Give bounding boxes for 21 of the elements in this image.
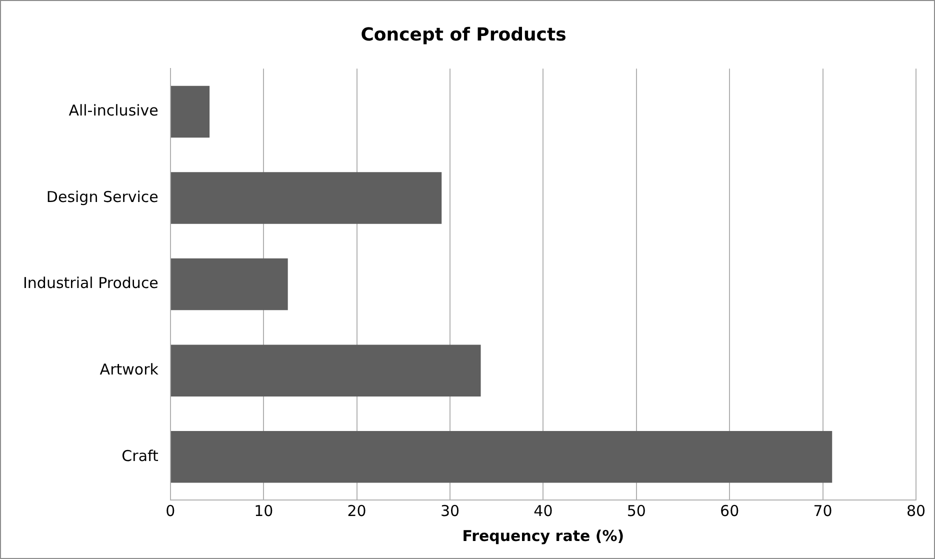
x-tick-label: 70 — [813, 502, 832, 520]
y-tick-label: Craft — [122, 446, 159, 465]
bar — [170, 258, 288, 310]
y-tick-label: Industrial Produce — [22, 274, 158, 292]
bar — [170, 86, 210, 138]
x-tick-label: 30 — [440, 502, 460, 520]
x-tick-label: 40 — [534, 502, 553, 520]
x-tick-label: 50 — [626, 502, 646, 520]
x-tick-label: 10 — [254, 502, 274, 520]
chart-title: Concept of Products — [360, 24, 566, 46]
x-tick-label: 20 — [347, 502, 366, 520]
y-tick-label: Artwork — [100, 360, 159, 378]
y-tick-label: Design Service — [46, 188, 158, 206]
bar — [170, 430, 832, 483]
x-tick-label: 80 — [906, 502, 926, 520]
bar — [170, 344, 481, 396]
bar — [170, 172, 442, 224]
x-tick-label: 0 — [166, 502, 176, 520]
x-axis-title: Frequency rate (%) — [462, 526, 624, 545]
x-tick-label: 60 — [720, 502, 740, 520]
y-tick-label: All-inclusive — [68, 102, 158, 120]
